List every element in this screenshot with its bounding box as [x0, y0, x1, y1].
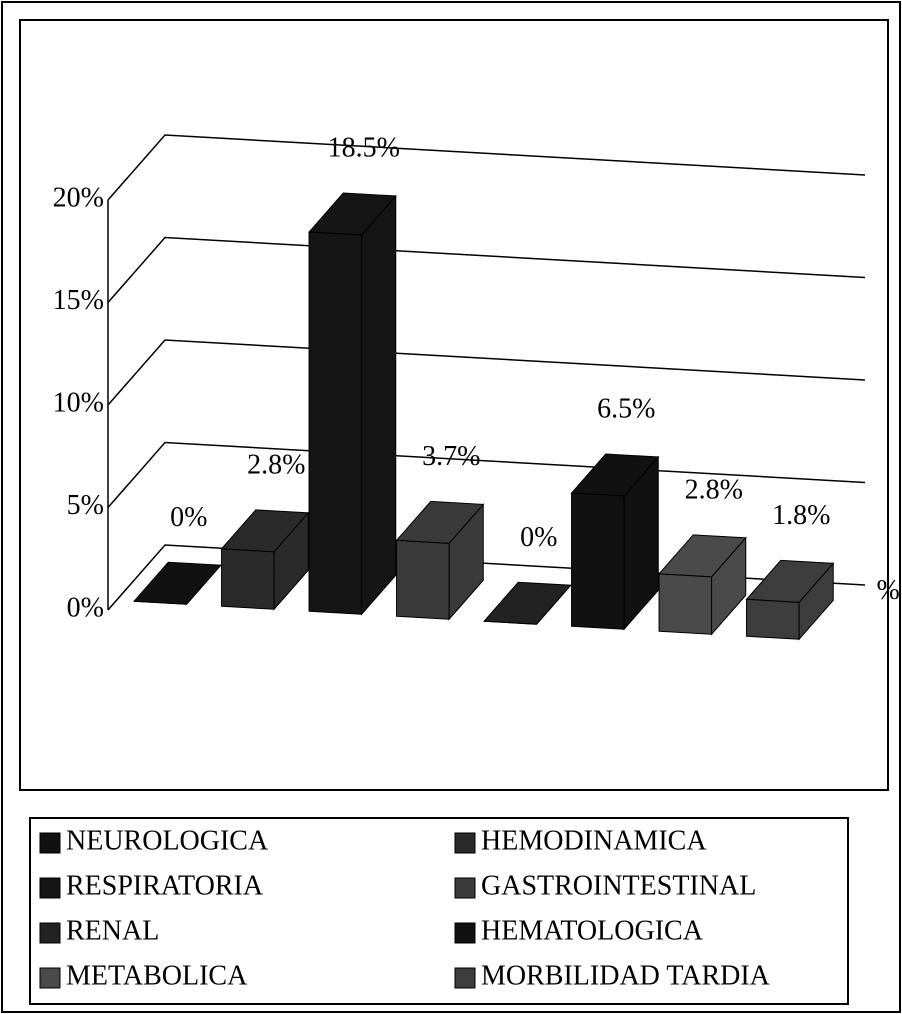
legend-swatch	[39, 967, 61, 989]
grid-line	[107, 134, 866, 201]
value-label: 0%	[170, 502, 207, 533]
value-label: 3.7%	[422, 441, 480, 472]
legend-swatch	[454, 832, 476, 854]
legend-label: HEMATOLOGICA	[481, 915, 704, 946]
bar	[134, 600, 187, 605]
legend-swatch	[39, 877, 61, 899]
value-label: 1.8%	[772, 500, 830, 531]
bar-top	[482, 581, 572, 625]
bar	[308, 231, 363, 615]
value-label: 18.5%	[328, 133, 400, 164]
bar-side	[361, 194, 397, 616]
grid-line	[107, 236, 866, 303]
legend-frame	[29, 817, 849, 1005]
legend-label: RESPIRATORIA	[66, 870, 264, 901]
value-label: 0%	[520, 522, 557, 553]
legend-label: MORBILIDAD TARDIA	[481, 960, 771, 991]
value-label: 6.5%	[597, 394, 655, 425]
legend-label: NEUROLOGICA	[66, 825, 269, 856]
value-label: 2.8%	[685, 475, 743, 506]
bar	[658, 573, 713, 635]
bar	[396, 539, 450, 620]
y-tick-label: 0%	[67, 592, 104, 623]
legend-label: HEMODINAMICA	[481, 825, 707, 856]
y-tick-label: 10%	[53, 387, 104, 418]
legend-label: GASTROINTESTINAL	[481, 870, 756, 901]
grid-line	[107, 339, 866, 406]
y-tick-label: 15%	[53, 285, 104, 316]
legend-swatch	[454, 922, 476, 944]
y-tick-label: 5%	[67, 490, 104, 521]
plot-frame	[19, 19, 889, 791]
series-name: %	[877, 575, 900, 606]
legend-swatch	[39, 922, 61, 944]
legend-swatch	[454, 877, 476, 899]
bar	[746, 598, 800, 640]
value-label: 2.8%	[247, 450, 305, 481]
legend-label: METABOLICA	[66, 960, 248, 991]
legend-swatch	[454, 967, 476, 989]
legend-label: RENAL	[66, 915, 159, 946]
legend-swatch	[39, 832, 61, 854]
bar-top	[132, 561, 222, 605]
y-tick-label: 20%	[53, 182, 104, 213]
bar	[484, 620, 537, 625]
bar	[571, 492, 625, 630]
grid-line	[107, 441, 866, 508]
bar	[221, 548, 275, 610]
